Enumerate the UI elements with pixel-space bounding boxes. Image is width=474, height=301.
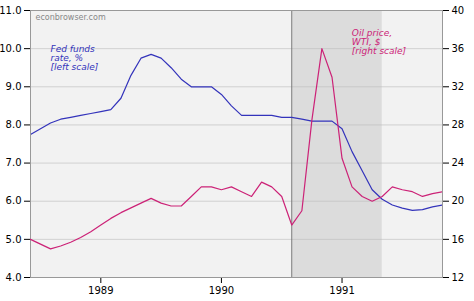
svg-text:6.0: 6.0 [6,195,22,206]
svg-text:10.0: 10.0 [0,43,22,54]
svg-text:20: 20 [452,195,465,206]
svg-text:7.0: 7.0 [6,157,22,168]
svg-text:Fed fundsrate, %[left scale]: Fed fundsrate, %[left scale] [51,44,99,72]
svg-text:16: 16 [452,234,465,245]
svg-text:40: 40 [452,5,465,16]
svg-text:9.0: 9.0 [6,81,22,92]
svg-text:8.0: 8.0 [6,119,22,130]
svg-text:24: 24 [452,157,465,168]
svg-text:4.0: 4.0 [6,272,22,283]
svg-text:econbrowser.com: econbrowser.com [36,13,106,22]
svg-text:28: 28 [452,119,465,130]
svg-text:11.0: 11.0 [0,5,22,16]
svg-text:5.0: 5.0 [6,234,22,245]
svg-text:1989: 1989 [88,285,113,296]
svg-text:1990: 1990 [209,285,234,296]
svg-text:36: 36 [452,43,465,54]
svg-text:1991: 1991 [329,285,354,296]
svg-text:12: 12 [452,272,465,283]
svg-text:32: 32 [452,81,465,92]
svg-text:Oil price,WTI, $[right scale]: Oil price,WTI, $[right scale] [352,28,407,56]
